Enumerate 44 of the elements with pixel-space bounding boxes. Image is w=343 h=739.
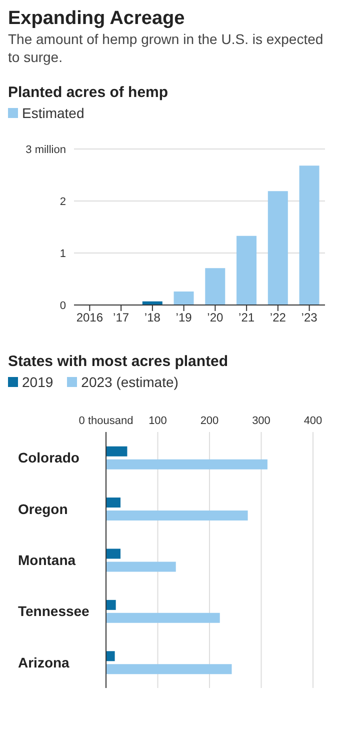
x-tick-label: 400 <box>304 415 322 428</box>
y-tick-label: Tennessee <box>18 604 90 620</box>
y-tick-label: Arizona <box>18 654 70 671</box>
bar <box>106 549 120 560</box>
x-tick-label: 200 <box>200 415 219 428</box>
x-tick-label: ’17 <box>113 310 130 325</box>
bar <box>106 562 176 572</box>
chart-subtitle: The amount of hemp grown in the U.S. is expected to surge. <box>8 30 324 66</box>
chart-title: Expanding Acreage <box>8 8 186 30</box>
y-tick-label: 2 <box>60 196 66 208</box>
bar <box>106 600 116 610</box>
x-tick-label: ’21 <box>238 310 255 325</box>
bar <box>106 446 128 457</box>
y-tick-label: Colorado <box>18 450 80 466</box>
x-tick-label: ’19 <box>176 310 192 325</box>
x-tick-label: 100 <box>148 415 167 428</box>
x-tick-label: 300 <box>252 415 270 428</box>
legend-label: 2023 (estimate) <box>81 374 178 390</box>
y-tick-label: 1 <box>60 248 66 260</box>
bar <box>299 166 320 306</box>
legend-label: Estimated <box>22 105 84 122</box>
x-tick-label: 0 thousand <box>78 415 134 428</box>
bar <box>106 652 115 662</box>
y-tick-label: Montana <box>18 552 76 568</box>
bar <box>106 498 120 508</box>
bar <box>106 460 268 470</box>
bar <box>174 292 194 306</box>
bar <box>106 510 248 521</box>
x-tick-label: 2016 <box>76 310 104 325</box>
bar <box>268 191 288 306</box>
bar <box>205 268 226 306</box>
y-axis-title: Planted acres of hemp <box>8 84 170 102</box>
y-tick-label: 3 million <box>26 144 66 156</box>
x-tick-label: ’18 <box>144 310 161 325</box>
x-tick-label: ’22 <box>270 310 286 325</box>
y-tick-label: 0 <box>60 300 66 312</box>
bar <box>236 236 257 306</box>
x-tick-label: ’23 <box>301 310 318 325</box>
x-tick-label: ’20 <box>207 310 224 325</box>
legend-label: 2019 <box>22 374 54 390</box>
bar <box>106 613 220 624</box>
bar <box>106 664 232 675</box>
y-tick-label: Oregon <box>18 501 68 518</box>
chart-title: States with most acres planted <box>8 353 230 370</box>
